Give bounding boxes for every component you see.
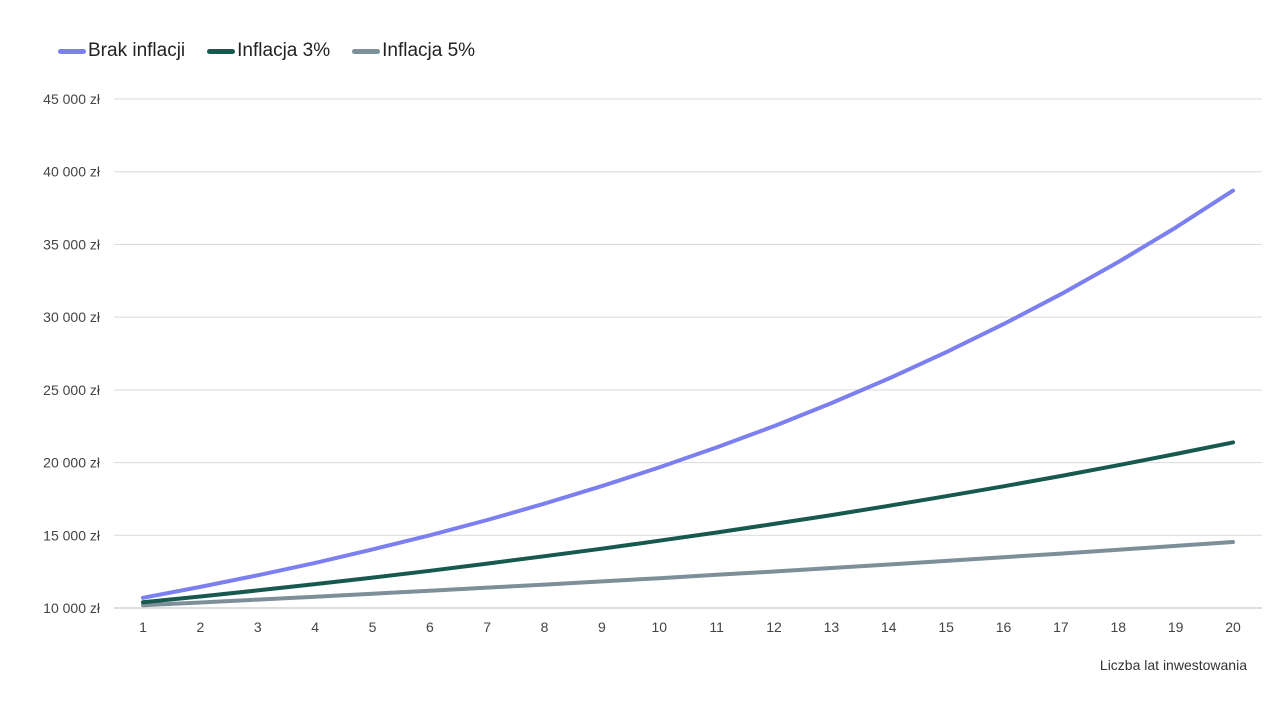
- x-tick-label: 1: [139, 619, 147, 635]
- x-tick-label: 14: [881, 619, 897, 635]
- legend-swatch-inflacja-5: [352, 48, 381, 54]
- x-tick-label: 12: [766, 619, 782, 635]
- x-tick-label: 8: [541, 619, 549, 635]
- legend-item-inflacja-3[interactable]: Inflacja 3%: [207, 40, 330, 62]
- chart-legend: Brak inflacji Inflacja 3% Inflacja 5%: [58, 38, 497, 64]
- x-tick-label: 15: [938, 619, 954, 635]
- legend-item-inflacja-5[interactable]: Inflacja 5%: [352, 40, 475, 62]
- y-tick-label: 10 000 zł: [43, 600, 101, 616]
- grid-lines: [114, 98, 1262, 609]
- x-tick-label: 2: [196, 619, 204, 635]
- x-tick-label: 4: [311, 619, 319, 635]
- legend-label-brak-inflacji: Brak inflacji: [88, 40, 186, 61]
- x-tick-label: 17: [1053, 619, 1069, 635]
- series-line-inflacja-5[interactable]: [141, 540, 1235, 608]
- series-line-inflacja-3[interactable]: [141, 440, 1235, 605]
- y-tick-label: 40 000 zł: [43, 164, 101, 180]
- series-line-brak-inflacji[interactable]: [141, 188, 1235, 600]
- y-tick-label: 15 000 zł: [43, 527, 101, 543]
- x-axis-ticks: 1 2 3 4 5 6 7 8 9 10 11 12 13 14 15 16 17 18 19 20: [139, 619, 1241, 635]
- y-tick-label: 35 000 zł: [43, 236, 101, 252]
- x-tick-label: 16: [996, 619, 1012, 635]
- x-tick-label: 7: [483, 619, 491, 635]
- y-tick-label: 30 000 zł: [43, 309, 101, 325]
- x-tick-label: 6: [426, 619, 434, 635]
- x-tick-label: 19: [1168, 619, 1184, 635]
- x-tick-label: 11: [709, 619, 724, 635]
- x-tick-label: 9: [598, 619, 606, 635]
- series-lines: [141, 188, 1235, 608]
- x-tick-label: 20: [1225, 619, 1241, 635]
- y-tick-label: 45 000 zł: [43, 91, 101, 107]
- legend-label-inflacja-3: Inflacja 3%: [237, 40, 331, 61]
- legend-swatch-inflacja-3: [207, 48, 236, 54]
- x-tick-label: 10: [652, 619, 668, 635]
- x-tick-label: 13: [824, 619, 840, 635]
- y-axis-ticks: 10 000 zł 15 000 zł 20 000 zł 25 000 zł 30 0…: [43, 91, 101, 616]
- legend-label-inflacja-5: Inflacja 5%: [382, 40, 476, 61]
- x-tick-label: 5: [369, 619, 377, 635]
- x-tick-label: 3: [254, 619, 262, 635]
- legend-swatch-brak-inflacji: [58, 48, 86, 54]
- y-tick-label: 20 000 zł: [43, 455, 101, 471]
- y-tick-label: 25 000 zł: [43, 382, 101, 398]
- x-axis-title: Liczba lat inwestowania: [1100, 657, 1247, 673]
- x-tick-label: 18: [1110, 619, 1126, 635]
- legend-item-brak-inflacji[interactable]: Brak inflacji: [58, 40, 185, 62]
